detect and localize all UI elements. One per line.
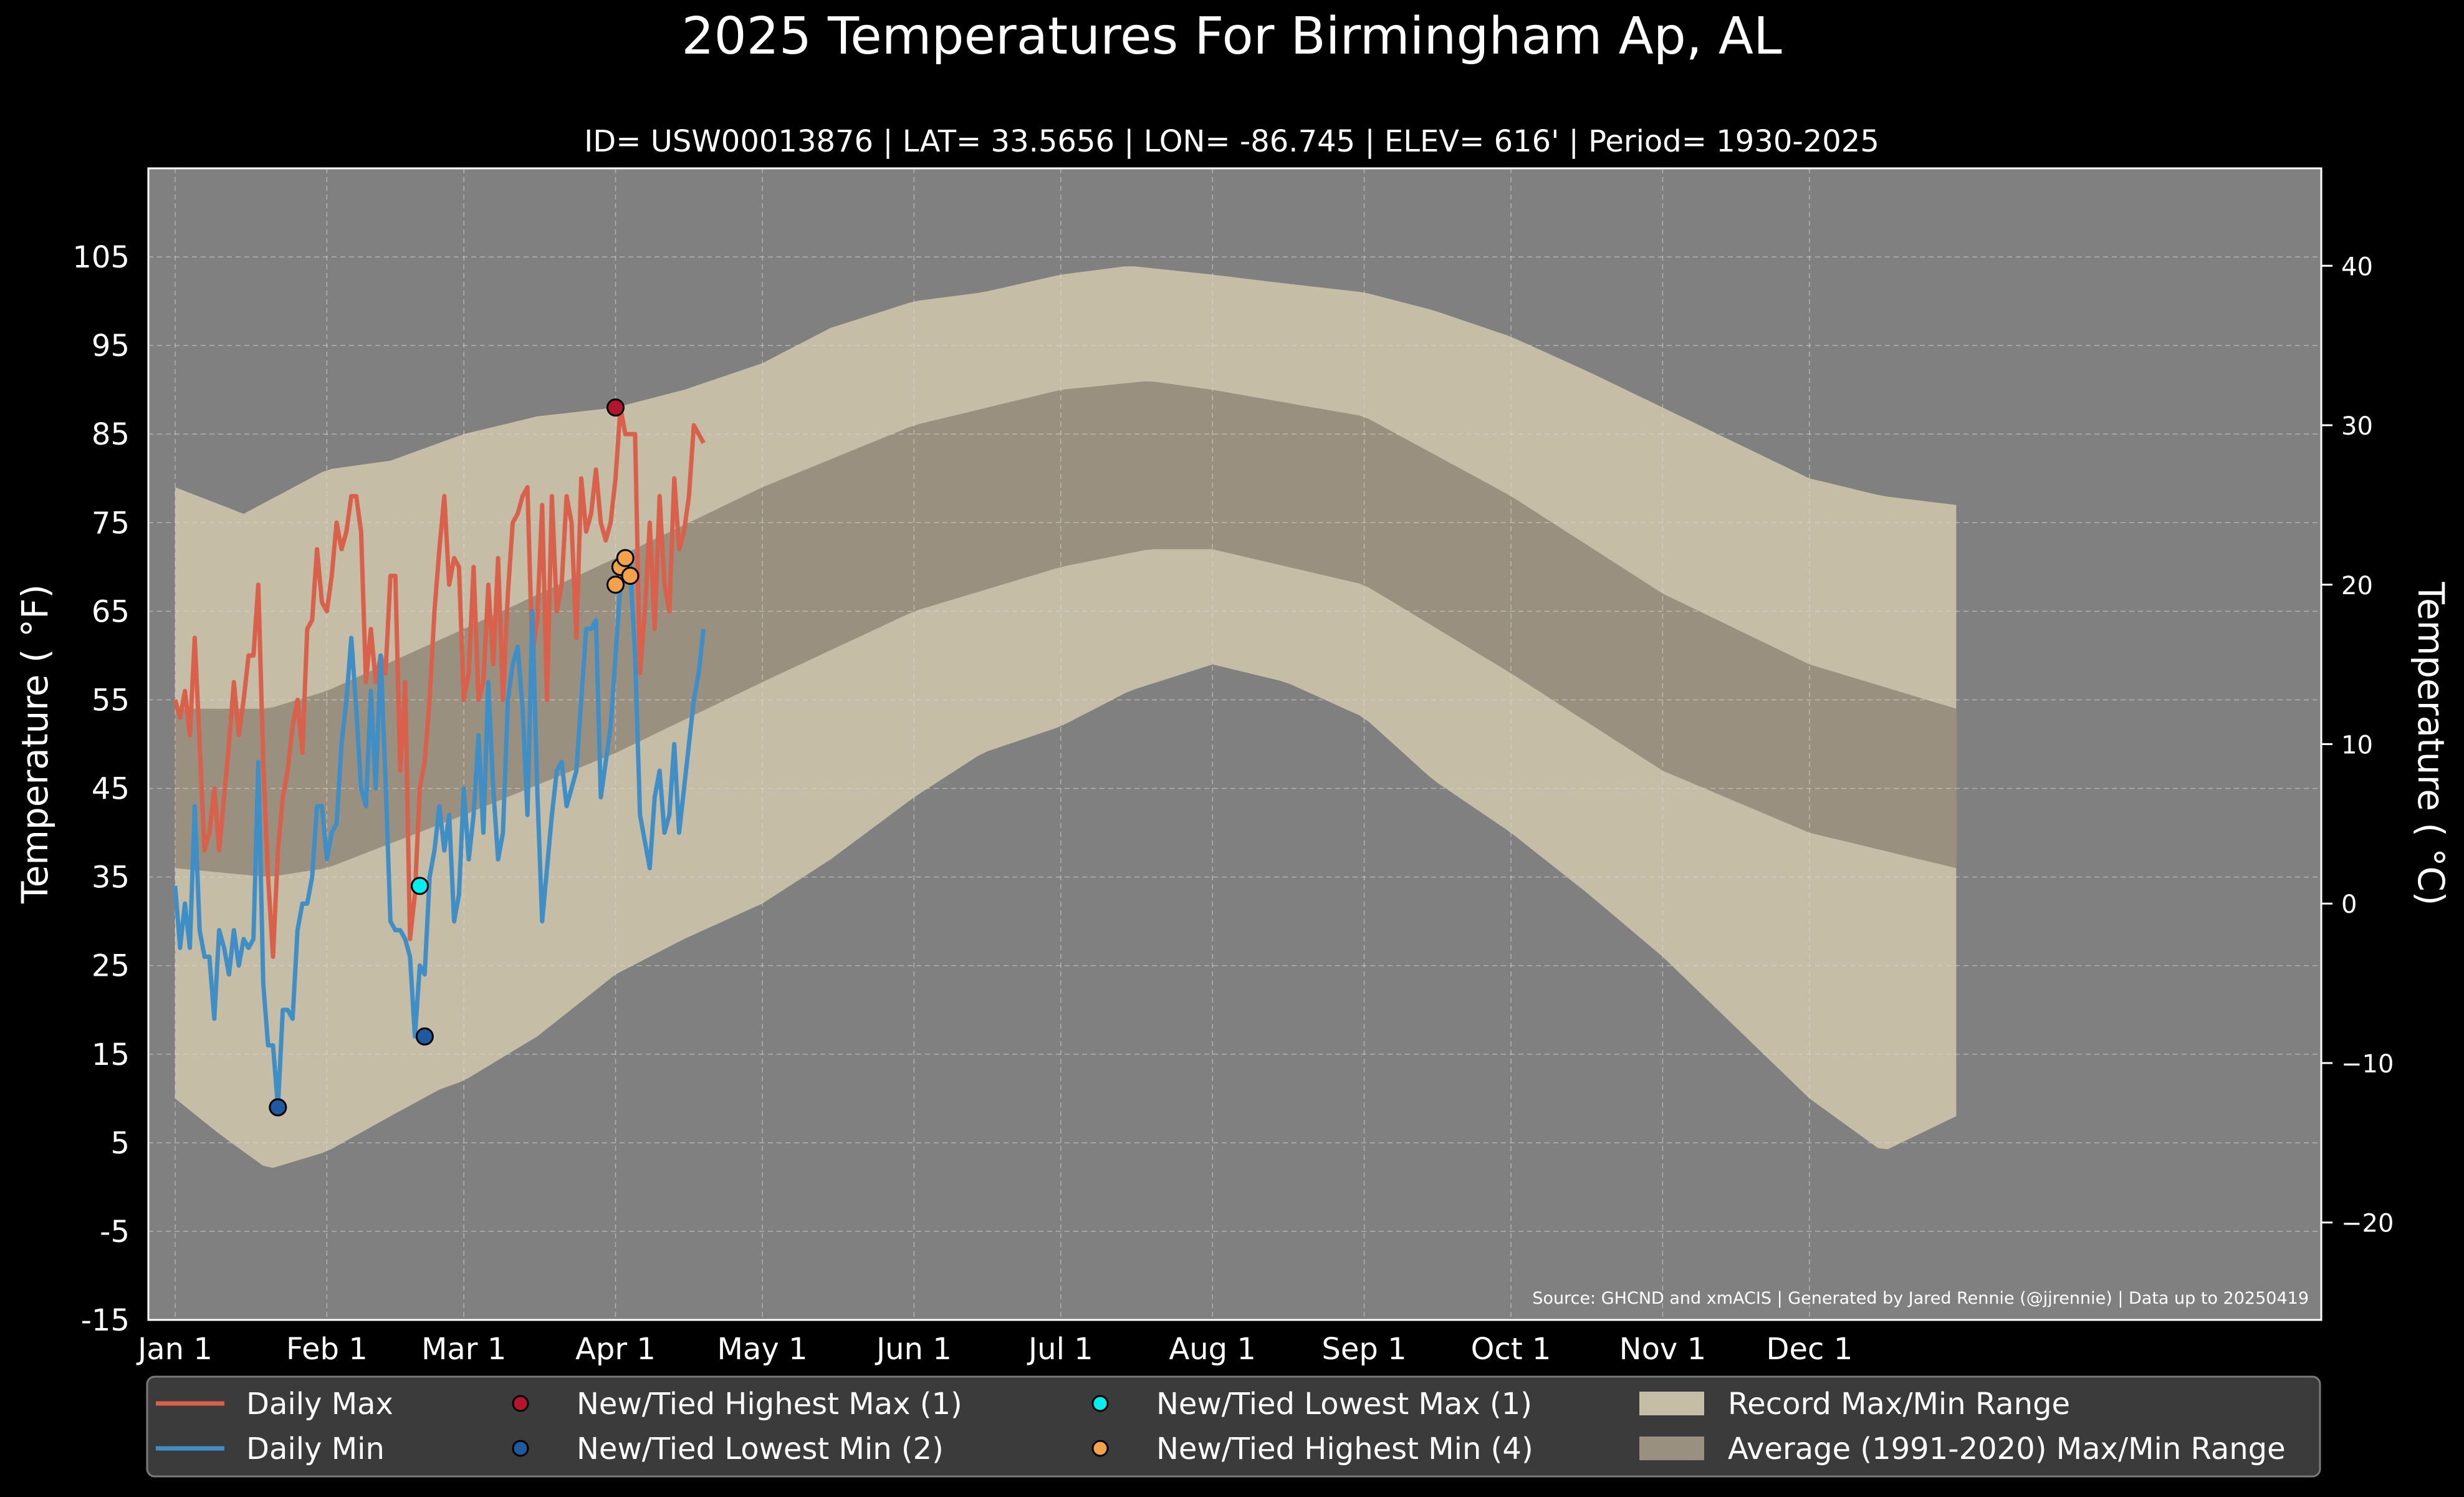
y-tick-label: 25 bbox=[92, 949, 130, 984]
y-tick-label: 95 bbox=[92, 329, 130, 363]
y-tick-label: 15 bbox=[92, 1037, 130, 1072]
x-tick-label: Apr 1 bbox=[575, 1332, 656, 1367]
record-marker bbox=[606, 398, 625, 417]
y-tick-label: 5 bbox=[110, 1126, 130, 1161]
y2-tick-label: 40 bbox=[2341, 253, 2373, 281]
legend-label: Daily Max bbox=[246, 1387, 393, 1422]
legend-label: Record Max/Min Range bbox=[1728, 1387, 2070, 1422]
legend-dot-swatch bbox=[1091, 1395, 1109, 1412]
legend-label: New/Tied Lowest Min (2) bbox=[577, 1432, 944, 1466]
record-marker bbox=[621, 567, 640, 585]
chart-subtitle: ID= USW00013876 | LAT= 33.5656 | LON= -8… bbox=[584, 124, 1879, 159]
y-tick-label: 45 bbox=[92, 772, 130, 807]
x-tick-label: Nov 1 bbox=[1619, 1332, 1706, 1367]
y-tick-label: -5 bbox=[100, 1215, 130, 1249]
legend-patch-swatch bbox=[1639, 1437, 1704, 1460]
y-tick-label: -15 bbox=[81, 1303, 130, 1338]
legend-box bbox=[146, 1375, 2321, 1478]
y-tick-label: 65 bbox=[92, 594, 130, 629]
legend-label: Daily Min bbox=[246, 1432, 385, 1466]
y2-tick-label: −20 bbox=[2341, 1210, 2394, 1238]
x-tick-label: Feb 1 bbox=[286, 1332, 368, 1367]
record-marker bbox=[415, 1027, 434, 1046]
legend-dot-swatch bbox=[512, 1395, 529, 1412]
legend-label: New/Tied Highest Min (4) bbox=[1156, 1432, 1533, 1466]
y-tick-label: 85 bbox=[92, 417, 130, 452]
y-tick-label: 35 bbox=[92, 860, 130, 895]
plot-area bbox=[148, 168, 2321, 1321]
average-range-band bbox=[175, 381, 1957, 877]
legend-label: Average (1991-2020) Max/Min Range bbox=[1728, 1432, 2286, 1466]
x-tick-label: Jun 1 bbox=[875, 1332, 952, 1367]
axes: 105 95 85 75 65 55 45 35 25 15 5 -5 -15 40 30 20 10 0 −10 −… bbox=[72, 167, 2394, 1367]
x-tick-label: Mar 1 bbox=[421, 1332, 506, 1367]
legend-dot-swatch bbox=[512, 1440, 529, 1457]
legend-label: New/Tied Lowest Max (1) bbox=[1156, 1387, 1532, 1422]
x-tick-label: Oct 1 bbox=[1471, 1332, 1551, 1367]
y2-tick-label: 10 bbox=[2341, 731, 2373, 760]
y-tick-label: 55 bbox=[92, 683, 130, 718]
chart-title: 2025 Temperatures For Birmingham Ap, AL bbox=[681, 7, 1782, 66]
y-axis-label-left: Temperature ( °F) bbox=[14, 584, 56, 904]
x-tick-label: Jan 1 bbox=[136, 1332, 213, 1367]
daily-max-line bbox=[173, 405, 706, 959]
x-tick-label: May 1 bbox=[717, 1332, 807, 1367]
record-marker bbox=[606, 575, 625, 594]
record-marker bbox=[616, 549, 635, 567]
y-tick-label: 105 bbox=[72, 240, 130, 275]
daily-min-line bbox=[173, 564, 706, 1110]
record-marker bbox=[269, 1098, 287, 1117]
legend: Daily Max Daily Min New/Tied Highest Max (… bbox=[146, 1375, 2321, 1478]
y-axis-label-right: Temperature ( °C) bbox=[2410, 581, 2452, 905]
source-note: Source: GHCND and xmACIS | Generated by … bbox=[1532, 1289, 2309, 1308]
x-tick-label: Sep 1 bbox=[1321, 1332, 1406, 1367]
y-tick-label: 75 bbox=[92, 506, 130, 541]
y2-tick-label: 20 bbox=[2341, 572, 2373, 600]
y2-tick-label: 0 bbox=[2341, 890, 2357, 919]
legend-patch-swatch bbox=[1639, 1392, 1704, 1415]
y2-tick-label: 30 bbox=[2341, 412, 2373, 441]
x-tick-label: Dec 1 bbox=[1767, 1332, 1853, 1367]
x-tick-label: Jul 1 bbox=[1027, 1332, 1093, 1367]
legend-label: New/Tied Highest Max (1) bbox=[577, 1387, 962, 1422]
y2-tick-label: −10 bbox=[2341, 1050, 2394, 1079]
record-marker bbox=[411, 877, 429, 895]
legend-dot-swatch bbox=[1091, 1440, 1109, 1457]
x-tick-label: Aug 1 bbox=[1169, 1332, 1256, 1367]
